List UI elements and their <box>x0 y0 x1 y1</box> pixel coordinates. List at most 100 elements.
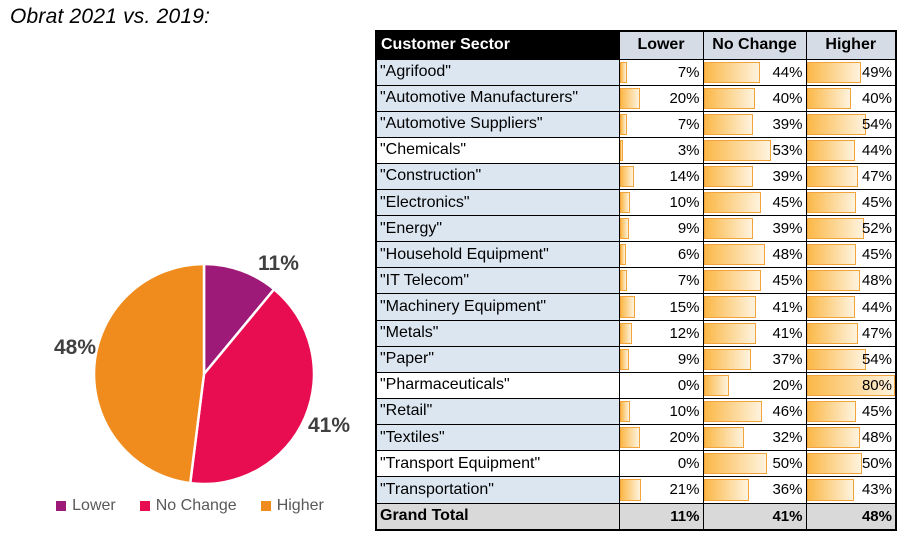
no-change-cell: 53% <box>702 136 807 164</box>
higher-cell: 48% <box>805 267 897 295</box>
lower-data-bar <box>620 244 626 266</box>
lower-data-bar <box>620 479 642 501</box>
higher-cell: 47% <box>805 162 897 191</box>
higher-data-bar <box>807 427 860 449</box>
table-row: "Household Equipment" 6% 48% 45% <box>375 241 897 269</box>
lower-data-bar <box>620 322 632 344</box>
legend-label: Lower <box>72 497 116 514</box>
sector-cell: "Transportation" <box>375 476 620 504</box>
lower-value: 12% <box>669 324 700 342</box>
sector-cell: "Construction" <box>375 162 620 191</box>
no-change-data-bar <box>704 322 756 344</box>
lower-value: 10% <box>669 402 700 420</box>
lower-data-bar <box>620 270 627 292</box>
higher-value: 44% <box>861 141 892 159</box>
no-change-cell: 41% <box>702 319 807 347</box>
no-change-data-bar <box>704 427 745 449</box>
lower-cell: 10% <box>618 397 704 426</box>
no-change-data-bar <box>704 218 754 240</box>
higher-value: 54% <box>861 115 892 133</box>
lower-value: 20% <box>669 89 700 107</box>
legend-item: Higher <box>260 497 324 515</box>
no-change-value: 41% <box>772 324 803 342</box>
no-change-cell: 44% <box>702 58 807 86</box>
no-change-data-bar <box>704 296 756 318</box>
higher-cell: 43% <box>805 476 897 504</box>
grand-total-row: Grand Total 11% 41% 48% <box>375 502 897 531</box>
lower-data-bar <box>620 218 629 240</box>
no-change-cell: 40% <box>702 84 807 112</box>
lower-value: 15% <box>669 298 700 316</box>
lower-value: 0% <box>677 455 700 473</box>
no-change-cell: 39% <box>702 110 807 138</box>
sector-cell: "Agrifood" <box>375 58 620 86</box>
higher-value: 44% <box>861 298 892 316</box>
lower-value: 9% <box>677 350 700 368</box>
no-change-cell: 39% <box>702 162 807 191</box>
lower-value: 21% <box>669 481 700 499</box>
header-higher: Higher <box>805 30 897 60</box>
no-change-data-bar <box>704 61 760 83</box>
no-change-cell: 39% <box>702 215 807 243</box>
lower-data-bar <box>620 192 630 214</box>
lower-value: 7% <box>677 115 700 133</box>
grand-total-no-change: 41% <box>702 502 807 531</box>
higher-data-bar <box>807 218 865 240</box>
table-row: "Electronics" 10% 45% 45% <box>375 189 897 217</box>
pie-data-label: 41% <box>308 414 351 437</box>
pie-slice-higher <box>92 262 206 485</box>
lower-cell: 20% <box>618 424 704 452</box>
higher-cell: 44% <box>805 136 897 164</box>
no-change-value: 39% <box>772 115 803 133</box>
sector-cell: "Metals" <box>375 319 620 347</box>
pie-legend: Lower No Change Higher <box>12 497 368 515</box>
header-no-change: No Change <box>702 30 807 60</box>
no-change-value: 46% <box>772 402 803 420</box>
lower-cell: 7% <box>618 267 704 295</box>
no-change-data-bar <box>704 139 772 161</box>
no-change-data-bar <box>704 165 754 188</box>
higher-value: 50% <box>861 455 892 473</box>
lower-value: 14% <box>669 167 700 185</box>
higher-data-bar <box>807 165 859 188</box>
higher-value: 47% <box>861 167 892 185</box>
table-row: "Transport Equipment" 0% 50% 50% <box>375 450 897 478</box>
sector-cell: "IT Telecom" <box>375 267 620 295</box>
lower-cell: 9% <box>618 215 704 243</box>
no-change-value: 40% <box>772 89 803 107</box>
higher-data-bar <box>807 113 867 135</box>
no-change-value: 50% <box>772 455 803 473</box>
sector-table: Customer Sector Lower No Change Higher "… <box>375 30 897 531</box>
higher-value: 80% <box>861 376 892 394</box>
no-change-data-bar <box>704 244 765 266</box>
lower-cell: 7% <box>618 110 704 138</box>
lower-data-bar <box>620 139 623 161</box>
legend-label: Higher <box>276 497 324 514</box>
no-change-data-bar <box>704 453 768 475</box>
sector-cell: "Pharmaceuticals" <box>375 371 620 399</box>
higher-value: 52% <box>861 220 892 238</box>
sector-cell: "Energy" <box>375 215 620 243</box>
no-change-cell: 50% <box>702 450 807 478</box>
higher-cell: 45% <box>805 241 897 269</box>
higher-cell: 50% <box>805 450 897 478</box>
lower-value: 10% <box>669 194 700 212</box>
higher-data-bar <box>807 374 895 396</box>
grand-total-label: Grand Total <box>375 502 620 531</box>
lower-cell: 7% <box>618 58 704 86</box>
grand-total-higher: 48% <box>805 502 897 531</box>
lower-cell: 14% <box>618 162 704 191</box>
no-change-value: 53% <box>772 141 803 159</box>
no-change-cell: 20% <box>702 371 807 399</box>
table-row: "Agrifood" 7% 44% 49% <box>375 58 897 86</box>
higher-cell: 80% <box>805 371 897 399</box>
higher-cell: 45% <box>805 397 897 426</box>
pie-data-label: 11% <box>258 252 299 275</box>
table-row: "Pharmaceuticals" 0% 20% 80% <box>375 371 897 399</box>
no-change-value: 36% <box>772 481 803 499</box>
lower-data-bar <box>620 87 641 109</box>
legend-swatch-icon <box>56 501 67 511</box>
higher-data-bar <box>807 296 856 318</box>
pie-slice-lower <box>202 262 276 376</box>
